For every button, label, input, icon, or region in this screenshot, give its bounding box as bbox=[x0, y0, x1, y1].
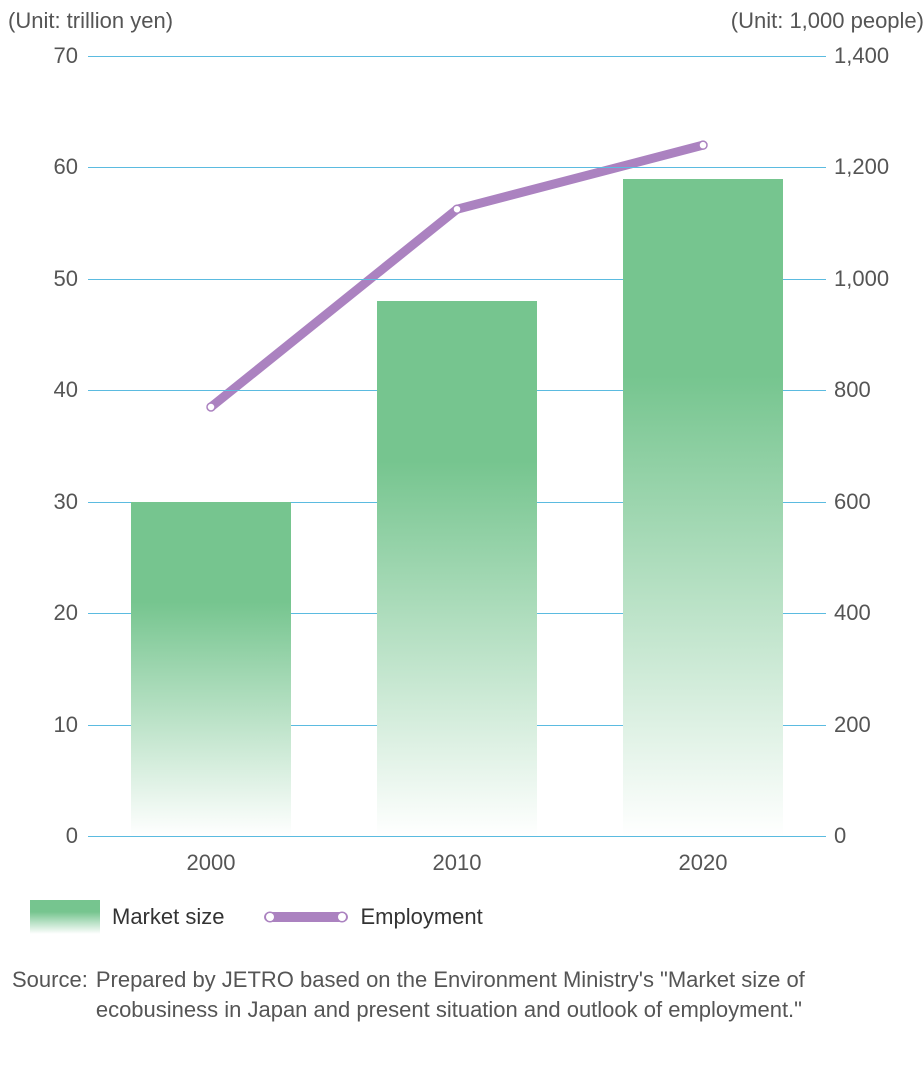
y-tick-right: 600 bbox=[834, 489, 904, 515]
gridline bbox=[88, 167, 826, 168]
chart-container: (Unit: trillion yen) (Unit: 1,000 people… bbox=[0, 0, 924, 1078]
legend-label-line: Employment bbox=[360, 904, 482, 930]
legend-item-line: Employment bbox=[264, 904, 482, 930]
y-tick-right: 0 bbox=[834, 823, 904, 849]
legend: Market size Employment bbox=[30, 900, 483, 934]
legend-label-bar: Market size bbox=[112, 904, 224, 930]
y-tick-left: 60 bbox=[28, 154, 78, 180]
y-tick-right: 400 bbox=[834, 600, 904, 626]
y-tick-right: 800 bbox=[834, 377, 904, 403]
line-marker bbox=[699, 141, 707, 149]
y-tick-right: 1,000 bbox=[834, 266, 904, 292]
legend-swatch-bar bbox=[30, 900, 100, 934]
y-tick-left: 20 bbox=[28, 600, 78, 626]
legend-item-bar: Market size bbox=[30, 900, 224, 934]
gridline bbox=[88, 56, 826, 57]
line-marker bbox=[207, 403, 215, 411]
y-tick-right: 1,400 bbox=[834, 43, 904, 69]
bar bbox=[377, 301, 537, 836]
left-axis-unit: (Unit: trillion yen) bbox=[8, 8, 173, 34]
source-text: Prepared by JETRO based on the Environme… bbox=[96, 965, 912, 1024]
bar bbox=[131, 502, 291, 836]
y-tick-left: 30 bbox=[28, 489, 78, 515]
x-tick: 2000 bbox=[187, 850, 236, 876]
y-tick-left: 40 bbox=[28, 377, 78, 403]
gridline bbox=[88, 836, 826, 837]
y-tick-left: 70 bbox=[28, 43, 78, 69]
line-marker bbox=[453, 205, 461, 213]
y-tick-left: 0 bbox=[28, 823, 78, 849]
y-tick-right: 1,200 bbox=[834, 154, 904, 180]
y-tick-left: 10 bbox=[28, 712, 78, 738]
x-tick: 2020 bbox=[679, 850, 728, 876]
bar bbox=[623, 179, 783, 836]
x-tick: 2010 bbox=[433, 850, 482, 876]
y-tick-left: 50 bbox=[28, 266, 78, 292]
source-label: Source: bbox=[12, 965, 88, 1024]
y-tick-right: 200 bbox=[834, 712, 904, 738]
legend-swatch-line bbox=[264, 912, 348, 922]
right-axis-unit: (Unit: 1,000 people) bbox=[731, 8, 924, 34]
plot-area: 0010200204003060040800501,000601,200701,… bbox=[88, 56, 826, 836]
source-citation: Source: Prepared by JETRO based on the E… bbox=[12, 965, 912, 1024]
